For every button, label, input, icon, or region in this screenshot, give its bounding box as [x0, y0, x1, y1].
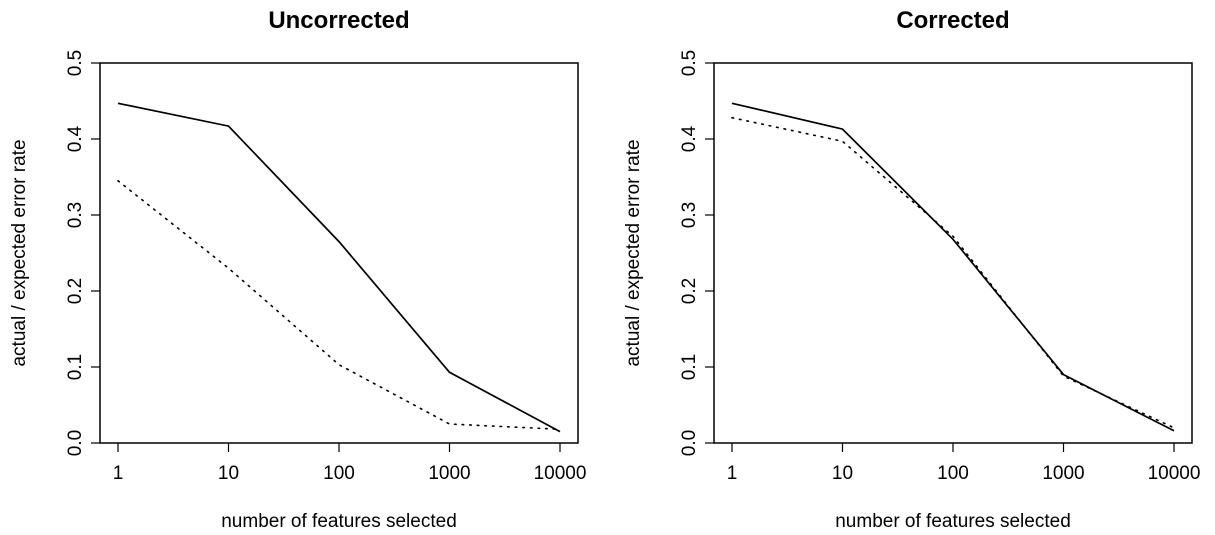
chart-uncorrected: Uncorrected number of features selected … [9, 7, 586, 532]
x-axis-label: number of features selected [221, 511, 457, 532]
x-tick-label: 10 [218, 463, 239, 484]
y-tick-label: 0.2 [679, 278, 700, 304]
x-tick-label: 10 [832, 463, 853, 484]
plot-frame [713, 62, 1193, 444]
y-tick-label: 0.3 [65, 202, 86, 228]
y-tick-label: 0.4 [65, 125, 86, 152]
x-tick-label: 10000 [1148, 463, 1201, 484]
y-tick-label: 0.2 [65, 278, 86, 304]
chart-title: Corrected [896, 7, 1009, 34]
plot-area: 1 10 100 1000 10000 0.0 0.1 0.2 0.3 0.4 0.5 [65, 50, 586, 484]
chart-title: Uncorrected [268, 7, 409, 34]
x-tick-label: 1 [113, 463, 124, 484]
x-tick-label: 1 [727, 463, 738, 484]
y-tick-label: 0.1 [679, 354, 700, 380]
chart-corrected: Corrected number of features selected ac… [623, 7, 1200, 532]
series-line-solid [117, 102, 561, 433]
y-tick-label: 0.5 [65, 50, 86, 76]
x-tick-label: 100 [323, 463, 355, 484]
y-tick-label: 0.0 [679, 430, 700, 456]
y-axis-label: actual / expected error rate [623, 139, 644, 366]
y-tick-label: 0.0 [65, 430, 86, 456]
x-tick-label: 100 [937, 463, 969, 484]
y-tick-label: 0.4 [679, 125, 700, 152]
y-tick-label: 0.1 [65, 354, 86, 380]
plot-frame [99, 62, 579, 444]
plot-area: 1 10 100 1000 10000 0.0 0.1 0.2 0.3 0.4 0.5 [679, 50, 1200, 484]
series-line-dotted [117, 180, 561, 431]
x-axis-label: number of features selected [835, 511, 1071, 532]
x-tick-label: 1000 [1042, 463, 1084, 484]
series-line-dotted [731, 116, 1175, 429]
x-tick-label: 1000 [428, 463, 470, 484]
y-tick-label: 0.5 [679, 50, 700, 76]
series-line-solid [731, 102, 1175, 432]
x-tick-label: 10000 [534, 463, 587, 484]
y-tick-label: 0.3 [679, 202, 700, 228]
y-axis-label: actual / expected error rate [9, 139, 30, 366]
